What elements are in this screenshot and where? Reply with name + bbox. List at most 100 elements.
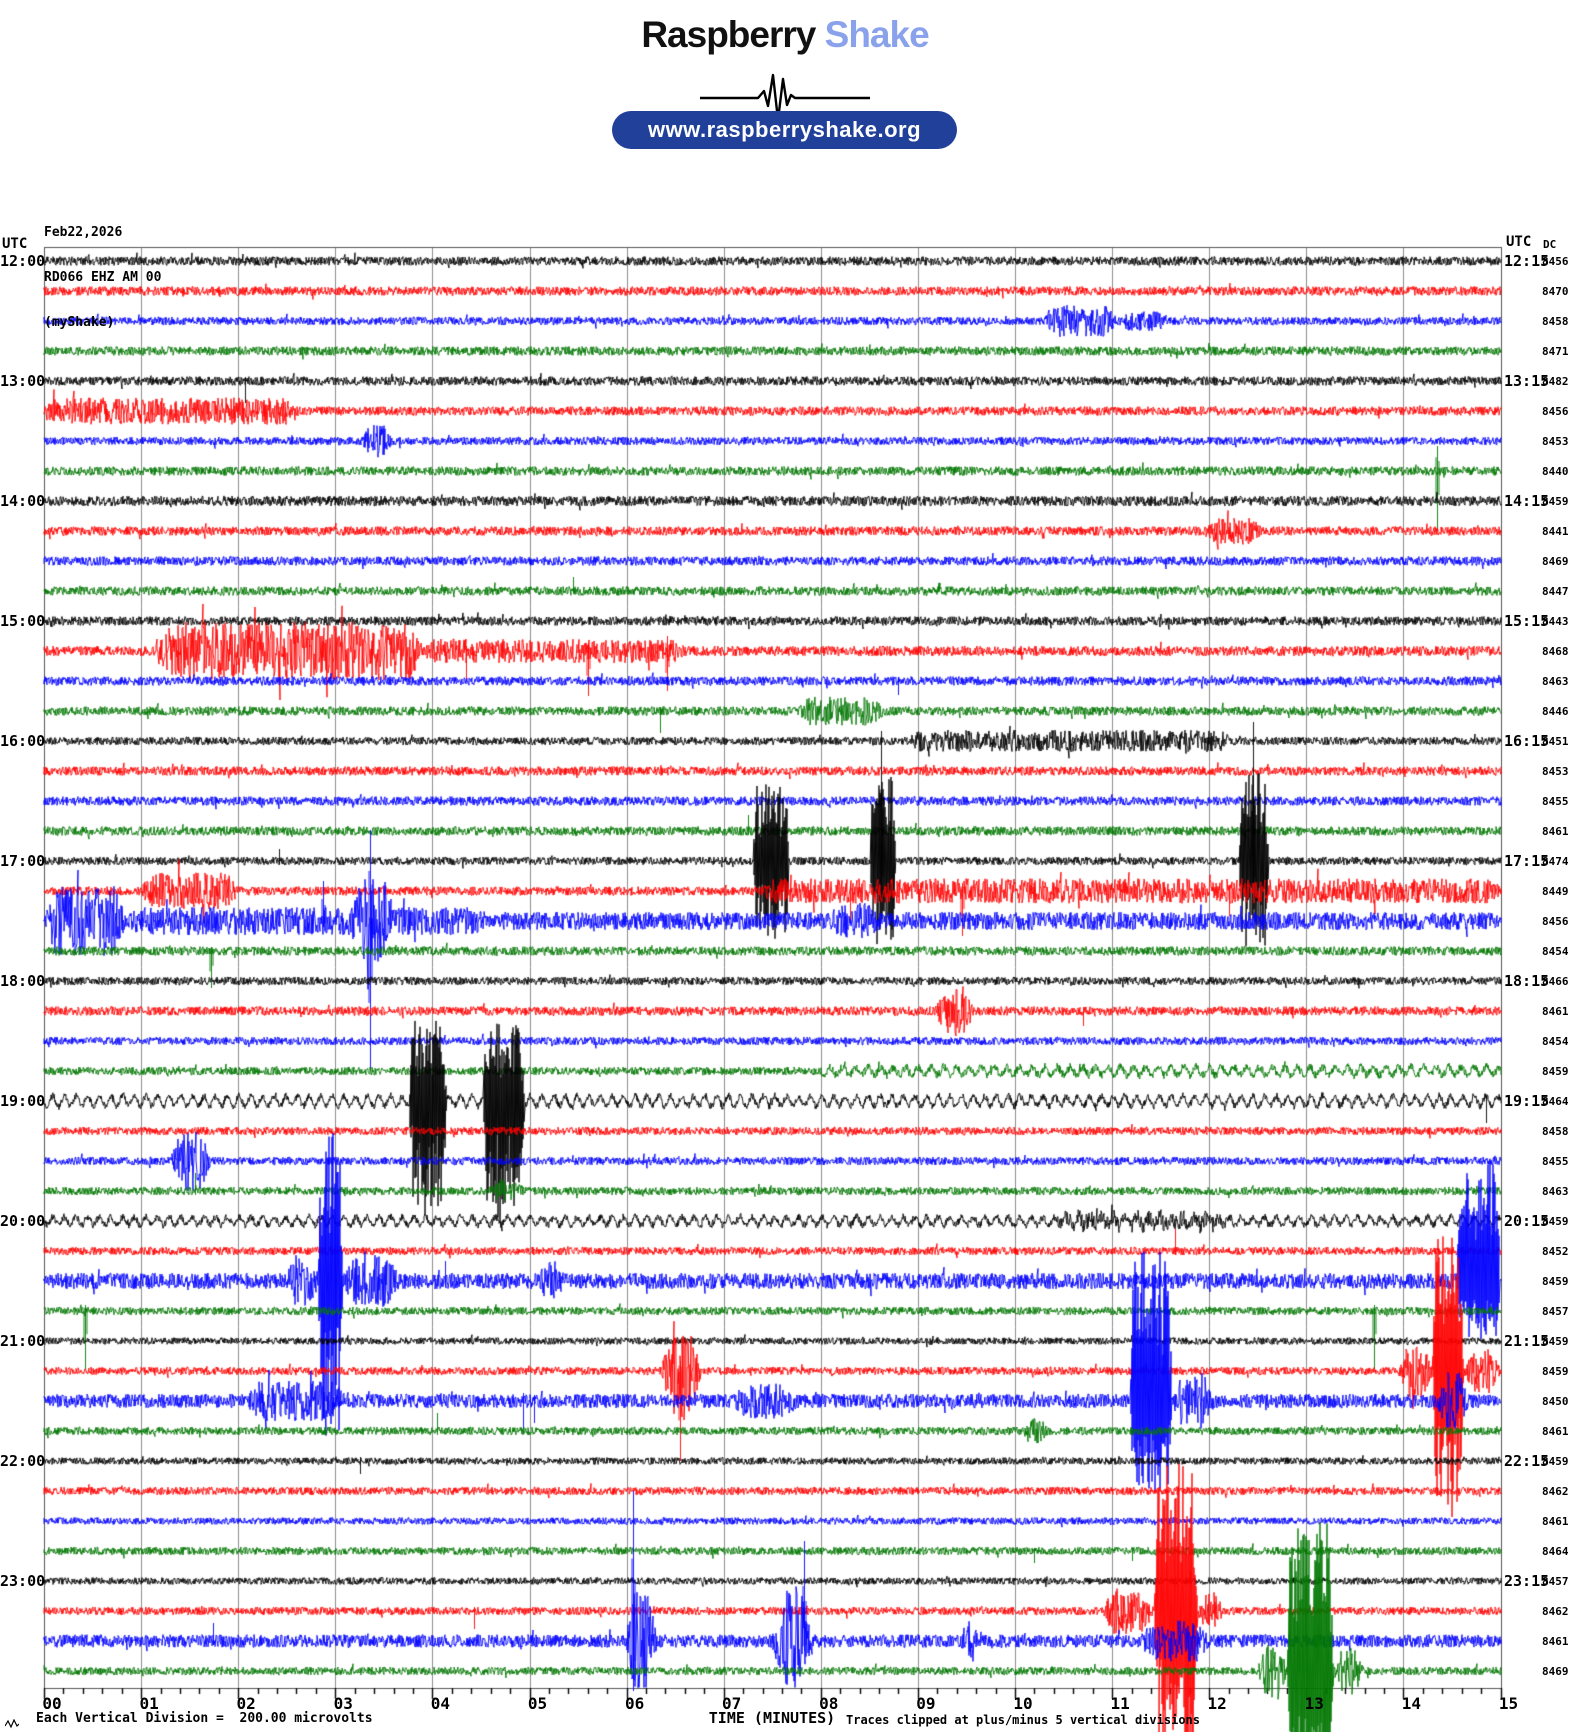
- x-tick-label: 11: [1110, 1694, 1130, 1713]
- logo: Raspberry Shake: [641, 14, 930, 55]
- dc-value: 8482: [1542, 375, 1569, 388]
- dc-value: 8459: [1542, 495, 1569, 508]
- station-id: RD066 EHZ AM 00: [44, 270, 162, 285]
- dc-value: 8469: [1542, 1665, 1569, 1678]
- time-label-right: 12:15: [1504, 252, 1550, 270]
- x-tick-label: 06: [624, 1694, 645, 1713]
- dc-value: 8466: [1542, 975, 1569, 988]
- time-label-left: 12:00: [0, 252, 46, 270]
- x-tick-label: 00: [42, 1694, 62, 1713]
- x-tick-label: 09: [916, 1694, 936, 1713]
- time-label-left: 19:00: [0, 1092, 46, 1110]
- dc-value: 8464: [1542, 1095, 1569, 1108]
- dc-value: 8461: [1542, 1425, 1569, 1438]
- dc-value: 8455: [1542, 1155, 1569, 1168]
- dc-value: 8456: [1542, 255, 1569, 268]
- time-label-right: 13:15: [1504, 372, 1550, 390]
- time-label-right: 18:15: [1504, 972, 1550, 990]
- x-tick-label: 03: [333, 1694, 353, 1713]
- utc-header-left: UTC: [2, 236, 28, 252]
- time-label-left: 21:00: [0, 1332, 46, 1350]
- x-tick-label: 01: [139, 1694, 159, 1713]
- dc-value: 8455: [1542, 795, 1569, 808]
- time-label-right: 19:15: [1504, 1092, 1550, 1110]
- dc-value: 8461: [1542, 1005, 1569, 1018]
- logo-accent-text: Shake: [824, 14, 930, 55]
- dc-value: 8459: [1542, 1215, 1569, 1228]
- x-tick-label: 04: [430, 1694, 451, 1713]
- time-label-left: 17:00: [0, 852, 46, 870]
- logo-primary-text: Raspberry: [641, 14, 816, 55]
- time-label-right: 15:15: [1504, 612, 1550, 630]
- dc-value: 8453: [1542, 435, 1569, 448]
- dc-value: 8459: [1542, 1365, 1569, 1378]
- dc-value: 8450: [1542, 1395, 1569, 1408]
- dc-value: 8456: [1542, 405, 1569, 418]
- time-label-left: 16:00: [0, 732, 46, 750]
- dc-value: 8446: [1542, 705, 1569, 718]
- dc-value: 8463: [1542, 675, 1569, 688]
- time-label-right: 23:15: [1504, 1572, 1550, 1590]
- x-tick-label: 05: [527, 1694, 548, 1713]
- dc-value: 8451: [1542, 735, 1569, 748]
- dc-value: 8459: [1542, 1335, 1569, 1348]
- dc-value: 8474: [1542, 855, 1569, 868]
- dc-value: 8459: [1542, 1275, 1569, 1288]
- time-label-right: 14:15: [1504, 492, 1550, 510]
- dc-value: 8470: [1542, 285, 1569, 298]
- dc-value: 8461: [1542, 1515, 1569, 1528]
- station-date: Feb22,2026: [44, 225, 123, 240]
- dc-value: 8459: [1542, 1065, 1569, 1078]
- dc-value: 8463: [1542, 1185, 1569, 1198]
- dc-column-header: DC: [1543, 238, 1557, 251]
- time-label-left: 22:00: [0, 1452, 46, 1470]
- vertical-scale-note: Each Vertical Division = 200.00 microvol…: [36, 1711, 373, 1726]
- time-label-left: 18:00: [0, 972, 46, 990]
- time-label-right: 21:15: [1504, 1332, 1550, 1350]
- x-tick-label: 10: [1013, 1694, 1033, 1713]
- time-label-left: 20:00: [0, 1212, 46, 1230]
- dc-value: 8457: [1542, 1575, 1569, 1588]
- utc-header-right: UTC: [1506, 234, 1532, 250]
- dc-value: 8441: [1542, 525, 1569, 538]
- dc-value: 8449: [1542, 885, 1569, 898]
- website-link-button[interactable]: www.raspberryshake.org: [612, 111, 957, 149]
- x-tick-label: 12: [1207, 1694, 1227, 1713]
- time-label-right: 20:15: [1504, 1212, 1550, 1230]
- dc-value: 8462: [1542, 1605, 1569, 1618]
- dc-value: 8468: [1542, 645, 1569, 658]
- time-label-right: 16:15: [1504, 732, 1550, 750]
- dc-value: 8459: [1542, 1455, 1569, 1468]
- dc-value: 8454: [1542, 1035, 1569, 1048]
- dc-value: 8443: [1542, 615, 1569, 628]
- dc-value: 8471: [1542, 345, 1569, 358]
- time-label-left: 14:00: [0, 492, 46, 510]
- dc-value: 8462: [1542, 1485, 1569, 1498]
- dc-value: 8458: [1542, 315, 1569, 328]
- dc-value: 8461: [1542, 1635, 1569, 1648]
- clip-note: Traces clipped at plus/minus 5 vertical …: [846, 1713, 1201, 1727]
- dc-value: 8440: [1542, 465, 1569, 478]
- dc-value: 8469: [1542, 555, 1569, 568]
- time-label-left: 13:00: [0, 372, 46, 390]
- x-tick-label: 02: [236, 1694, 256, 1713]
- website-url-label: www.raspberryshake.org: [647, 117, 922, 142]
- station-info: Feb22,2026 RD066 EHZ AM 00 (myShake): [44, 195, 161, 360]
- dc-value: 8452: [1542, 1245, 1569, 1258]
- station-network: (myShake): [44, 315, 115, 330]
- dc-value: 8457: [1542, 1305, 1569, 1318]
- x-tick-label: 14: [1401, 1694, 1422, 1713]
- x-axis-title: TIME (MINUTES): [708, 1709, 836, 1727]
- scale-mark-icon: [4, 1714, 20, 1729]
- dc-value: 8464: [1542, 1545, 1569, 1558]
- x-tick-label: 07: [722, 1694, 742, 1713]
- time-label-left: 15:00: [0, 612, 46, 630]
- time-label-left: 23:00: [0, 1572, 46, 1590]
- x-tick-label: 13: [1304, 1694, 1324, 1713]
- x-tick-label: 08: [819, 1694, 839, 1713]
- header: Raspberry Shake: [0, 14, 1570, 56]
- time-label-right: 22:15: [1504, 1452, 1550, 1470]
- dc-value: 8456: [1542, 915, 1569, 928]
